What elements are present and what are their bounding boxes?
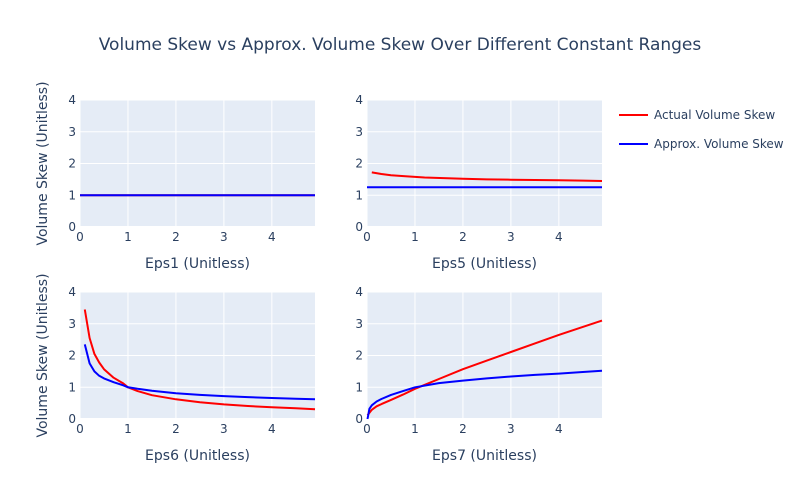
series-line-approx-volume-skew [83,344,316,401]
x-tick-label: 1 [124,230,132,244]
x-tick-label: 4 [555,422,563,436]
x-tick-label: 3 [220,422,228,436]
x-tick-label: 2 [459,230,467,244]
x-axis-title: Eps1 (Unitless) [145,256,250,272]
y-tick-label: 0 [355,412,363,426]
y-tick-label: 4 [68,93,76,107]
x-tick-label: 4 [268,422,276,436]
chart-title: Volume Skew vs Approx. Volume Skew Over … [99,35,702,55]
x-tick-label: 1 [411,230,419,244]
y-tick-label: 4 [68,285,76,299]
y-tick-label: 3 [355,317,363,331]
legend-label: Actual Volume Skew [654,108,775,122]
subplot-1: 0 1 2 3 4 0 1 2 3 4 Eps1 (Unitless) [68,93,315,272]
x-axis-title: Eps5 (Unitless) [432,256,537,272]
x-tick-label: 0 [76,230,84,244]
x-tick-label: 0 [363,230,371,244]
y-tick-label: 2 [68,349,76,363]
y-tick-label: 3 [68,125,76,139]
x-tick-label: 0 [363,422,371,436]
x-axis-title: Eps6 (Unitless) [145,448,250,464]
y-tick-label: 1 [355,380,363,394]
legend-item[interactable]: Approx. Volume Skew [619,137,784,151]
legend-item[interactable]: Actual Volume Skew [619,108,775,122]
x-tick-label: 2 [172,422,180,436]
x-tick-label: 1 [411,422,419,436]
y-tick-label: 0 [68,220,76,234]
series-line-actual-volume-skew [83,309,316,411]
y-axis-title: Volume Skew (Unitless) [35,81,51,245]
y-tick-label: 4 [355,285,363,299]
subplot-2: 0 1 2 3 4 0 1 2 3 4 Eps5 (Unitless) [355,93,603,272]
x-tick-label: 4 [555,230,563,244]
x-tick-label: 3 [507,230,515,244]
y-tick-label: 3 [68,317,76,331]
x-tick-label: 1 [124,422,132,436]
y-tick-label: 3 [355,125,363,139]
x-tick-label: 4 [268,230,276,244]
y-tick-label: 1 [68,188,76,202]
y-axis-titles: Volume Skew (Unitless) Volume Skew (Unitl… [35,81,51,437]
y-tick-label: 2 [68,157,76,171]
y-tick-label: 0 [68,412,76,426]
x-axis-title: Eps7 (Unitless) [432,448,537,464]
y-tick-label: 2 [355,349,363,363]
y-tick-label: 4 [355,93,363,107]
series-line-actual-volume-skew [366,319,603,416]
y-tick-label: 2 [355,157,363,171]
y-tick-label: 1 [68,380,76,394]
y-axis-title: Volume Skew (Unitless) [35,273,51,437]
subplot-3: 0 1 2 3 4 0 1 2 3 4 Eps6 (Unitless) [68,285,316,464]
legend-label: Approx. Volume Skew [654,137,784,151]
series-line-approx-volume-skew [366,369,603,420]
x-tick-label: 2 [459,422,467,436]
x-tick-label: 3 [220,230,228,244]
x-tick-label: 3 [507,422,515,436]
subplot-panels: 0 1 2 3 4 0 1 2 3 4 Eps1 (Unitless) 0 1 2 3 4 0 1 2 3 4 Eps5 … [68,93,603,464]
x-tick-label: 0 [76,422,84,436]
x-tick-label: 2 [172,230,180,244]
y-tick-label: 0 [355,220,363,234]
subplot-4: 0 1 2 3 4 0 1 2 3 4 Eps7 (Unitless) [355,285,603,464]
y-tick-label: 1 [355,188,363,202]
series-line-actual-volume-skew [371,171,603,182]
legend[interactable]: Actual Volume Skew Approx. Volume Skew [619,108,784,151]
